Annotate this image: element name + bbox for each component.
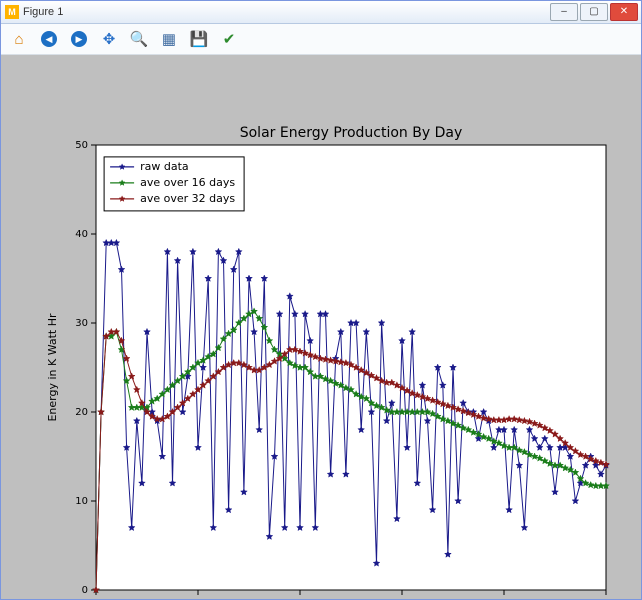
- svg-text:0: 0: [603, 598, 609, 599]
- svg-text:Energy in K Watt Hr: Energy in K Watt Hr: [46, 313, 59, 422]
- chart: -100-80-60-40-20001020304050Time in days…: [1, 55, 641, 599]
- minimize-button[interactable]: –: [550, 3, 578, 21]
- window-title: Figure 1: [23, 6, 63, 18]
- svg-text:30: 30: [75, 318, 88, 329]
- svg-text:-60: -60: [292, 598, 308, 599]
- svg-text:50: 50: [75, 140, 88, 151]
- titlebar: M Figure 1 – ▢ ✕: [1, 1, 641, 24]
- svg-text:-20: -20: [496, 598, 512, 599]
- svg-text:-80: -80: [190, 598, 206, 599]
- svg-text:10: 10: [75, 496, 88, 507]
- maximize-button[interactable]: ▢: [580, 3, 608, 21]
- close-button[interactable]: ✕: [610, 3, 638, 21]
- svg-text:-100: -100: [85, 598, 108, 599]
- zoom-icon[interactable]: 🔍: [127, 27, 151, 51]
- toolbar: ⌂◀▶✥🔍▦💾✔: [1, 24, 641, 55]
- figure-window: M Figure 1 – ▢ ✕ ⌂◀▶✥🔍▦💾✔ -100 -80 -60 -40 -…: [0, 0, 642, 600]
- svg-text:20: 20: [75, 407, 88, 418]
- svg-text:40: 40: [75, 229, 88, 240]
- svg-text:ave over 32 days: ave over 32 days: [140, 192, 235, 205]
- canvas: -100-80-60-40-20001020304050Time in days…: [1, 55, 641, 599]
- svg-text:ave over 16 days: ave over 16 days: [140, 176, 235, 189]
- svg-text:raw data: raw data: [140, 160, 189, 173]
- svg-text:Solar Energy Production By Day: Solar Energy Production By Day: [240, 125, 463, 141]
- back-icon[interactable]: ◀: [37, 27, 61, 51]
- svg-text:0: 0: [82, 585, 88, 596]
- save-icon[interactable]: 💾: [187, 27, 211, 51]
- svg-text:-40: -40: [394, 598, 410, 599]
- forward-icon[interactable]: ▶: [67, 27, 91, 51]
- matplotlib-icon: M: [5, 5, 19, 19]
- pan-icon[interactable]: ✥: [97, 27, 121, 51]
- window-buttons: – ▢ ✕: [550, 3, 638, 21]
- subplots-icon[interactable]: ▦: [157, 27, 181, 51]
- done-icon[interactable]: ✔: [217, 27, 241, 51]
- home-icon[interactable]: ⌂: [7, 27, 31, 51]
